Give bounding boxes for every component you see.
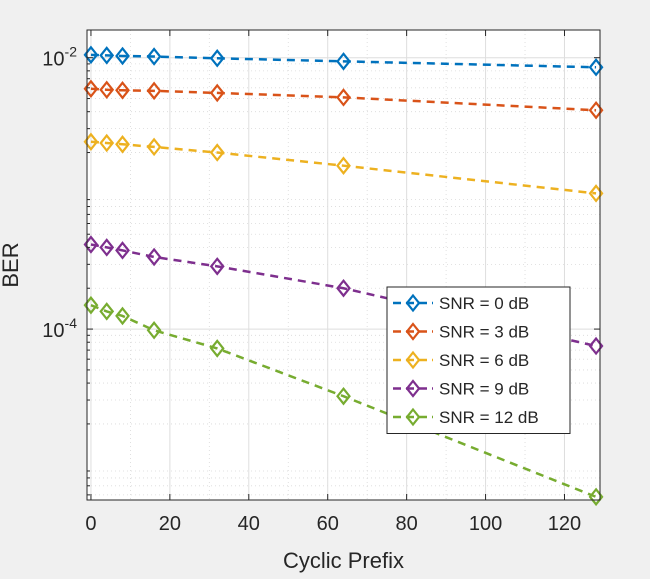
legend-entry[interactable]: SNR = 6 dB (393, 350, 529, 370)
legend-marker (405, 379, 421, 398)
data-point (336, 386, 351, 406)
legend-marker (405, 350, 421, 370)
series-group (83, 45, 604, 507)
minor-grid (87, 30, 600, 500)
data-point (146, 137, 162, 157)
data-point (146, 81, 162, 101)
axis-ticks (87, 30, 600, 500)
data-point (115, 306, 130, 326)
data-point (99, 80, 115, 100)
data-point (146, 47, 162, 66)
data-point (115, 81, 130, 100)
series-line (90, 53, 597, 69)
legend-marker (405, 293, 421, 313)
data-point (115, 135, 130, 154)
legend-entry[interactable]: SNR = 12 dB (393, 407, 539, 427)
data-point (99, 133, 115, 153)
data-point (209, 49, 225, 68)
series-line (90, 243, 597, 348)
data-point (209, 257, 225, 276)
axes-box (86, 29, 601, 501)
legend-label: SNR = 6 dB (439, 351, 529, 370)
data-point (209, 339, 225, 358)
legend-label: SNR = 12 dB (439, 408, 539, 427)
data-point (336, 88, 351, 107)
legend-marker (405, 322, 421, 341)
data-point (99, 46, 115, 65)
data-point (146, 247, 162, 267)
y-tick-label: 10-2 (42, 44, 77, 71)
series-line (90, 304, 597, 499)
legend-entry[interactable]: SNR = 3 dB (393, 322, 529, 342)
x-tick-label: 100 (469, 513, 502, 535)
data-point (336, 278, 351, 298)
x-tick-label: 0 (85, 513, 96, 535)
legend-entry[interactable]: SNR = 0 dB (393, 293, 529, 313)
data-point (99, 302, 115, 321)
series-line (90, 140, 597, 195)
legend-label: SNR = 9 dB (439, 380, 529, 399)
data-point (115, 46, 130, 66)
legend[interactable]: SNR = 0 dB SNR = 3 dB SNR = 6 dB SNR = 9 dB… (386, 286, 571, 434)
data-point (115, 241, 130, 260)
y-tick-label: 10-4 (42, 315, 77, 342)
series-line (90, 87, 597, 112)
x-tick-label: 40 (238, 513, 260, 535)
data-point (209, 83, 225, 103)
x-tick-label: 120 (548, 513, 581, 535)
data-point (209, 143, 225, 162)
data-point (336, 156, 351, 175)
legend-label: SNR = 0 dB (439, 294, 529, 313)
tick-labels: 0 20 40 60 80 100 120 10-2 10-4 (42, 44, 581, 535)
data-point (99, 238, 115, 257)
y-axis-label: BER (0, 242, 23, 287)
legend-label: SNR = 3 dB (439, 323, 529, 342)
x-tick-label: 80 (396, 513, 418, 535)
x-axis-label: Cyclic Prefix (283, 548, 404, 573)
x-tick-label: 20 (159, 513, 181, 535)
data-point (336, 52, 351, 71)
data-point (146, 321, 162, 340)
x-tick-label: 60 (317, 513, 339, 535)
legend-marker (405, 407, 421, 427)
legend-entry[interactable]: SNR = 9 dB (393, 379, 529, 399)
